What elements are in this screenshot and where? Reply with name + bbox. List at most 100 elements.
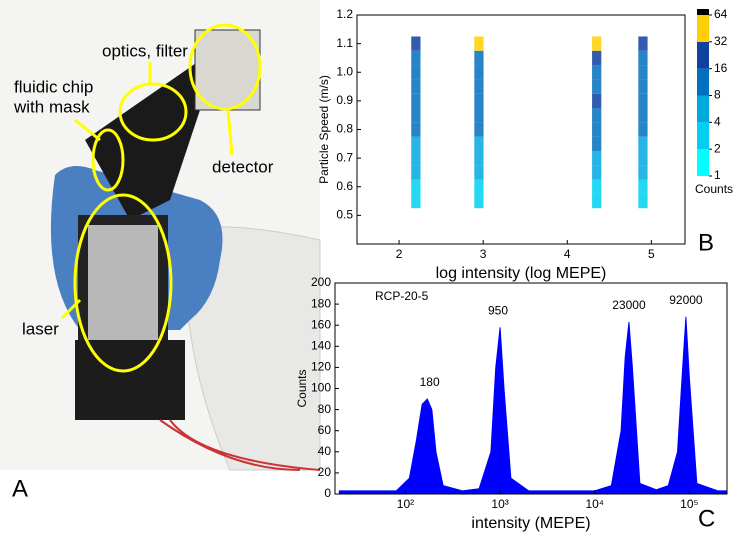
heatmap-cell [474,136,484,151]
plot-frame [334,282,728,495]
colorbar-top [697,9,709,15]
peak-label: 180 [420,375,440,389]
x-tick-label: 10⁴ [585,497,604,511]
heatmap-cell [638,122,648,137]
y-axis-label: Counts [295,369,309,407]
y-tick-label: 60 [318,423,332,437]
heatmap-cell [474,65,484,80]
ellipse-laser [73,193,173,373]
ellipse-chip [91,128,125,192]
y-tick-label: 140 [311,338,331,352]
colorbar-segment [697,149,709,176]
y-tick-label: 0.9 [336,93,353,107]
x-axis-label: intensity (MEPE) [471,515,590,532]
x-tick-label: 10³ [491,497,508,511]
y-tick-label: 80 [318,402,332,416]
heatmap-cell [411,136,421,151]
heatmap-cell [638,150,648,166]
laser-fins [88,225,158,340]
heatmap-cell [638,50,648,66]
heatmap-cell [638,65,648,80]
pointer [74,118,101,142]
colorbar-segment [697,15,709,42]
heatmap-cell [474,122,484,137]
heatmap-cell [638,108,648,123]
y-tick-label: 1.1 [336,36,353,50]
y-tick-label: 20 [318,465,332,479]
y-tick-label: 1.0 [336,64,353,78]
x-tick-label: 3 [480,247,487,261]
y-tick-label: 40 [318,444,332,458]
colorbar-label: Counts [695,182,733,196]
ellipse-optics [118,82,188,142]
heatmap-cell [592,193,602,209]
annotation: with mask [13,97,90,116]
y-tick-label: 0.5 [336,208,353,222]
heatmap-cell [411,165,421,180]
heatmap-cell [411,108,421,123]
heatmap-cell [411,79,421,94]
ellipse-detector [188,23,262,111]
x-tick-label: 5 [648,247,655,261]
heatmap-cell [411,150,421,166]
panel-label: B [698,229,714,256]
x-tick-label: 4 [564,247,571,261]
heatmap-cell [638,93,648,109]
y-tick-label: 160 [311,317,331,331]
peak-label: 23000 [612,298,646,312]
heatmap-cell [474,79,484,94]
y-tick-label: 0.6 [336,179,353,193]
colorbar-tick-label: 64 [714,7,728,21]
detector-box [194,29,261,111]
annotation: fluidic chip [14,77,93,96]
histogram-area [338,316,728,495]
heatmap-cell [474,193,484,209]
heatmap-cell [474,179,484,194]
colorbar-tick-label: 16 [714,61,728,75]
colorbar-tick-label: 32 [714,34,728,48]
panel-label: A [12,475,28,502]
peak-label: 950 [488,303,508,317]
heatmap-cell [474,50,484,66]
colorbar-segment [697,122,709,150]
colorbar-segment [697,41,709,69]
heatmap-cell [411,193,421,209]
heatmap-cell [592,179,602,194]
annotation: detector [212,157,274,176]
colorbar-tick-label: 2 [714,141,721,155]
y-tick-label: 0.8 [336,122,353,136]
photo: optics, filter fluidic chip with mask de… [0,0,321,471]
y-tick-label: 1.2 [336,7,353,21]
colorbar-segment [697,68,709,96]
heatmap-cell [638,36,648,51]
heatmap-cell [411,93,421,109]
heatmap-cell [474,93,484,109]
annotation: optics, filter [102,41,188,60]
colorbar-segment [697,95,709,123]
heatmap-cell [411,179,421,194]
peak-label: 92000 [669,293,703,307]
x-tick-label: 2 [396,247,403,261]
colorbar-tick-label: 8 [714,88,721,102]
plot-frame [356,14,686,245]
heatmap-cell [411,65,421,80]
heatmap-cell [592,122,602,137]
heatmap-cell [592,136,602,151]
heatmap-cell [474,150,484,166]
heatmap-cell [638,193,648,209]
colorbar-tick-label: 4 [714,115,721,129]
y-tick-label: 0 [324,486,331,500]
heatmap-cell [474,165,484,180]
y-tick-label: 0.7 [336,150,353,164]
heatmap-cell [638,79,648,94]
heatmap-cell [474,108,484,123]
heatmap-cell [592,108,602,123]
y-tick-label: 100 [311,381,331,395]
x-tick-label: 10⁵ [680,497,698,511]
heatmap-cell [592,93,602,109]
annotation: RCP-20-5 [375,289,429,303]
heatmap-cell [592,150,602,166]
y-tick-label: 200 [311,275,331,289]
y-tick-label: 120 [311,360,331,374]
